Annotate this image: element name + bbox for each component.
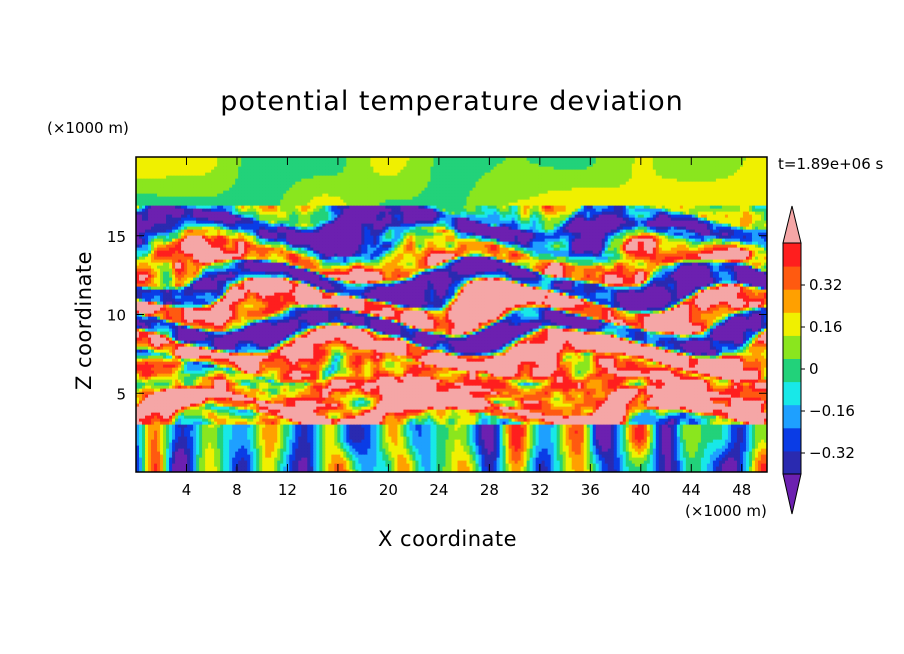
contour-field	[136, 157, 768, 473]
